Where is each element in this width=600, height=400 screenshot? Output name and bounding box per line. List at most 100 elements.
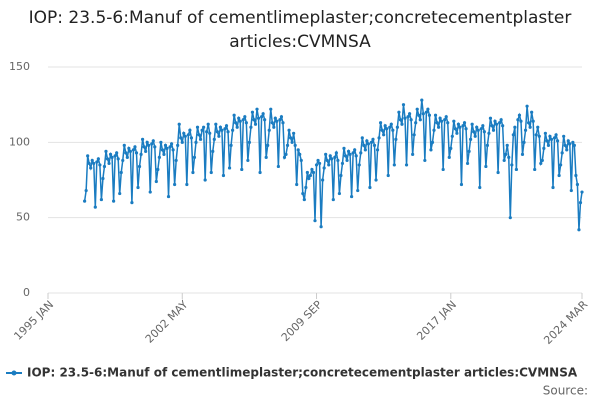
y-tick-label: 50	[16, 211, 30, 224]
point	[116, 157, 120, 161]
point	[569, 188, 573, 193]
point	[101, 176, 105, 181]
point	[368, 185, 372, 190]
point	[350, 194, 354, 199]
point	[430, 140, 435, 144]
point	[243, 115, 247, 119]
point	[551, 185, 555, 190]
point	[517, 113, 522, 117]
point	[99, 197, 103, 202]
point	[548, 134, 552, 138]
point	[295, 182, 299, 187]
point	[186, 133, 190, 137]
point	[112, 199, 116, 203]
point	[252, 118, 256, 122]
point	[371, 137, 375, 141]
point	[194, 140, 198, 144]
point	[293, 143, 297, 147]
point	[513, 125, 517, 129]
point	[195, 125, 200, 129]
point	[215, 130, 219, 134]
point	[404, 163, 409, 167]
point	[290, 140, 294, 144]
point	[392, 163, 396, 167]
point	[433, 113, 438, 117]
point	[423, 158, 427, 163]
point	[211, 149, 215, 153]
point	[374, 178, 378, 182]
x-tick-label: 2017 JAN	[414, 298, 459, 343]
point	[559, 163, 563, 167]
x-tick-label: 1995 JAN	[11, 298, 56, 343]
point	[493, 119, 497, 123]
point	[446, 121, 450, 125]
point	[272, 125, 276, 129]
point	[299, 158, 303, 163]
point	[298, 152, 302, 156]
point	[514, 167, 518, 172]
point	[403, 116, 407, 120]
point	[140, 137, 145, 141]
point	[240, 167, 244, 172]
point	[322, 166, 326, 170]
point	[557, 173, 561, 178]
point	[340, 161, 345, 166]
point	[337, 191, 342, 196]
point	[507, 155, 511, 159]
point	[281, 121, 285, 125]
point	[198, 137, 203, 141]
point	[282, 155, 287, 159]
point	[214, 122, 218, 126]
point	[119, 170, 123, 175]
point	[351, 151, 355, 155]
point	[375, 148, 380, 152]
point	[372, 143, 377, 147]
point	[176, 143, 180, 147]
point	[223, 127, 227, 131]
point	[491, 128, 496, 132]
point	[359, 151, 363, 155]
point	[478, 185, 482, 190]
point	[328, 154, 332, 158]
point	[325, 158, 329, 163]
point	[534, 133, 538, 137]
point	[227, 166, 232, 170]
point	[145, 140, 149, 144]
point	[481, 124, 485, 128]
point	[250, 110, 255, 114]
point	[308, 173, 313, 178]
point	[174, 158, 178, 163]
point	[578, 201, 583, 205]
point	[150, 142, 154, 146]
y-tick-label: 150	[9, 60, 30, 73]
point	[327, 163, 331, 167]
point	[346, 149, 351, 153]
point	[200, 128, 204, 132]
point	[284, 152, 288, 156]
point	[127, 146, 131, 150]
point	[552, 136, 557, 140]
point	[441, 167, 445, 172]
point	[394, 137, 398, 141]
point	[365, 139, 369, 143]
point	[400, 122, 404, 126]
chart-title: IOP: 23.5-6:Manuf of cementlimeplaster;c…	[28, 8, 572, 52]
point	[342, 146, 346, 150]
point	[414, 121, 418, 125]
point	[316, 158, 320, 163]
point	[386, 173, 390, 178]
point	[426, 107, 430, 111]
point	[354, 154, 358, 158]
point	[554, 133, 558, 137]
y-tick-label: 100	[9, 135, 30, 148]
point	[568, 142, 572, 146]
point	[502, 158, 506, 163]
y-tick-label: 0	[23, 286, 30, 299]
point	[527, 121, 531, 125]
point	[304, 185, 308, 190]
point	[464, 127, 468, 131]
legend-dot	[11, 370, 17, 376]
point	[154, 179, 158, 184]
